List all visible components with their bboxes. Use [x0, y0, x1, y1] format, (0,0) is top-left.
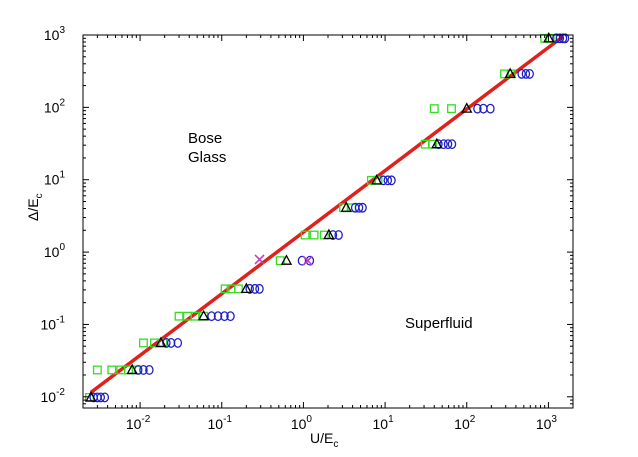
point-circle-1-12	[220, 311, 229, 322]
point-square-0-15	[233, 284, 243, 294]
region-label-bose: Bose	[188, 130, 222, 147]
point-circle-1-26	[387, 175, 396, 186]
point-square-0-18	[309, 230, 319, 240]
axis-ticks: 10-2 10-1 100 101 102 103 10-2 10-1 100 101 102 103	[41, 25, 573, 432]
x-tick-label-5: 103	[536, 414, 558, 432]
point-triangle-2-2	[155, 336, 167, 348]
point-x-3-0	[254, 254, 265, 265]
y-tick-label-1: 10-1	[41, 314, 66, 332]
point-circle-1-6	[145, 364, 154, 375]
point-square-0-28	[500, 69, 509, 79]
point-triangle-2-1	[126, 363, 138, 375]
point-x-3-1	[302, 255, 313, 266]
point-square-0-26	[429, 104, 439, 114]
point-triangle-2-12	[543, 31, 555, 43]
point-square-0-9	[174, 311, 184, 321]
point-circle-1-25	[383, 175, 393, 186]
point-circle-1-15	[250, 283, 260, 294]
y-tick-label-0: 10-2	[41, 387, 66, 405]
point-circle-1-2	[96, 392, 106, 403]
point-circle-1-9	[173, 337, 183, 348]
y-tick-label-4: 102	[44, 97, 66, 115]
point-circle-1-31	[473, 103, 482, 114]
point-circle-1-14	[245, 283, 254, 294]
point-circle-1-34	[517, 68, 526, 79]
point-circle-1-10	[207, 311, 216, 322]
point-square-0-17	[300, 230, 310, 240]
point-circle-1-38	[555, 33, 565, 44]
fit-line	[89, 35, 564, 394]
y-axis-label-main: Δ/E	[25, 198, 41, 221]
point-circle-1-20	[334, 230, 343, 240]
point-circle-1-35	[521, 68, 531, 79]
region-label-superfluid: Superfluid	[405, 315, 473, 332]
y-tick-label-5: 103	[44, 25, 66, 43]
point-circle-1-16	[255, 283, 264, 294]
y-tick-label-3: 101	[44, 170, 66, 188]
point-triangle-2-3	[197, 309, 210, 321]
point-circle-1-36	[525, 68, 534, 79]
x-axis-label-main: U/E	[310, 430, 333, 446]
point-triangle-2-10	[461, 102, 473, 113]
point-triangle-2-8	[371, 173, 383, 185]
point-square-0-27	[447, 104, 456, 114]
point-circle-1-17	[297, 255, 307, 266]
point-square-0-1	[92, 365, 102, 375]
point-circle-1-19	[328, 230, 338, 240]
point-square-0-2	[107, 365, 117, 375]
plot-area	[83, 35, 573, 408]
point-triangle-2-7	[340, 201, 352, 212]
point-circle-1-33	[486, 103, 495, 114]
point-triangle-2-5	[280, 254, 293, 265]
data-marks	[85, 31, 570, 403]
x-tick-label-4: 102	[454, 414, 476, 432]
x-tick-label-2: 100	[291, 414, 313, 432]
point-circle-1-11	[213, 311, 223, 322]
point-circle-1-29	[443, 139, 453, 150]
x-axis-label: U/Ec	[310, 430, 338, 450]
y-axis-label-sub: c	[34, 193, 45, 198]
point-square-0-13	[220, 284, 230, 294]
x-axis-label-sub: c	[333, 439, 338, 450]
y-tick-label-2: 100	[44, 242, 66, 260]
point-triangle-2-4	[240, 282, 253, 294]
point-triangle-2-11	[504, 67, 516, 79]
point-circle-1-23	[358, 202, 367, 213]
point-circle-1-22	[354, 202, 364, 213]
point-circle-1-30	[447, 139, 457, 150]
point-square-0-6	[139, 338, 148, 348]
point-triangle-2-6	[323, 228, 335, 240]
region-label-glass: Glass	[188, 149, 226, 166]
y-axis-label: Δ/Ec	[25, 193, 45, 221]
point-circle-1-7	[162, 337, 171, 348]
point-circle-1-40	[560, 33, 570, 44]
point-square-0-11	[190, 311, 200, 321]
x-tick-label-3: 101	[373, 414, 395, 432]
point-circle-1-13	[226, 311, 235, 322]
point-triangle-2-9	[431, 137, 443, 149]
x-tick-label-1: 10-1	[208, 414, 233, 432]
point-circle-1-3	[100, 392, 110, 403]
x-tick-label-0: 10-2	[126, 414, 151, 432]
point-circle-1-18	[305, 255, 315, 266]
point-circle-1-5	[139, 364, 148, 375]
